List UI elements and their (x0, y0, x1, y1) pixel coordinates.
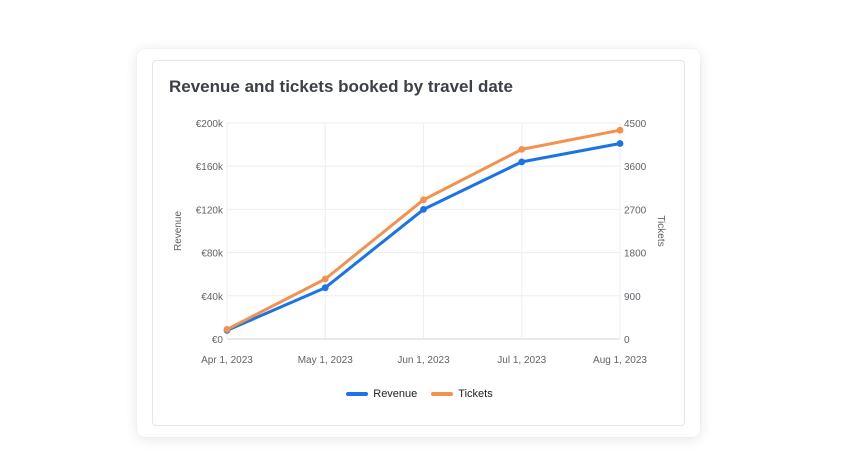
x-tick-label: May 1, 2023 (298, 355, 353, 366)
revenue-data-point (518, 158, 526, 166)
y-left-tick-label: €120k (196, 205, 224, 216)
y-left-axis-title: Revenue (173, 211, 184, 251)
y-right-tick-label: 3600 (624, 162, 647, 173)
revenue-data-point (420, 206, 427, 213)
y-left-tick-label: €0 (212, 335, 224, 346)
tickets-data-point (518, 146, 526, 153)
legend-item-revenue[interactable]: Revenue (346, 388, 417, 400)
y-left-tick-label: €80k (201, 249, 224, 260)
tickets-data-point (321, 275, 329, 283)
x-tick-label: Aug 1, 2023 (593, 355, 647, 366)
y-right-tick-label: 0 (624, 335, 630, 346)
y-right-axis-title: Tickets (655, 215, 666, 246)
chart-title: Revenue and tickets booked by travel dat… (169, 77, 513, 96)
revenue-data-point (616, 140, 624, 147)
x-tick-label: Jun 1, 2023 (397, 355, 450, 366)
y-left-tick-label: €200k (196, 119, 224, 130)
legend-label-tickets: Tickets (458, 388, 493, 400)
line-chart: €0 €40k €80k €120k €160k €200k 0 900 1800 2700 360… (173, 119, 666, 366)
y-right-tick-label: 2700 (624, 205, 647, 216)
x-tick-label: Jul 1, 2023 (497, 355, 546, 366)
tickets-data-point (616, 126, 624, 134)
chart-panel: Revenue and tickets booked by travel dat… (152, 60, 685, 426)
tickets-data-point (420, 196, 427, 204)
y-right-tick-label: 1800 (624, 249, 647, 260)
tickets-data-point (223, 326, 231, 333)
revenue-data-point (321, 284, 329, 292)
legend-item-tickets[interactable]: Tickets (431, 388, 493, 400)
y-left-tick-label: €40k (201, 292, 224, 303)
y-right-tick-label: 900 (624, 292, 641, 303)
chart-card: Revenue and tickets booked by travel dat… (137, 49, 700, 437)
y-right-tick-label: 4500 (624, 119, 647, 130)
legend-label-revenue: Revenue (373, 388, 418, 400)
legend-swatch-tickets (431, 392, 454, 396)
x-tick-label: Apr 1, 2023 (201, 355, 253, 366)
chart-legend: Revenue Tickets (153, 388, 686, 400)
legend-swatch-revenue (346, 392, 369, 396)
y-left-tick-label: €160k (196, 162, 224, 173)
